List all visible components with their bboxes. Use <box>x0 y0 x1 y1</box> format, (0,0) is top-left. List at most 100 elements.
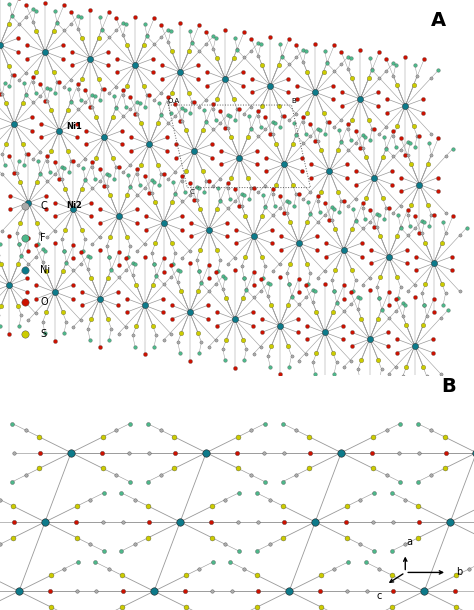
Point <box>249 321 256 331</box>
Point <box>221 25 229 35</box>
Point <box>16 218 24 228</box>
Point <box>354 304 362 314</box>
Point <box>202 39 210 49</box>
Point <box>368 124 376 134</box>
Point <box>238 201 246 211</box>
Point <box>374 355 382 365</box>
Point <box>150 13 158 23</box>
Point <box>0 89 6 99</box>
Point <box>53 18 61 28</box>
Point <box>176 266 184 276</box>
Point <box>429 348 437 357</box>
Point <box>14 260 22 270</box>
Point <box>118 139 126 149</box>
Point <box>276 370 283 379</box>
Point <box>311 87 319 97</box>
Point <box>411 292 419 302</box>
Point <box>272 139 280 149</box>
Point <box>13 228 20 237</box>
Point <box>323 59 331 68</box>
Point <box>217 106 224 115</box>
Point <box>33 26 40 36</box>
Point <box>379 152 387 162</box>
Point <box>159 307 166 317</box>
Point <box>266 539 274 549</box>
Point <box>0 250 1 260</box>
Point <box>435 133 442 143</box>
Point <box>373 221 381 231</box>
Point <box>217 255 224 265</box>
Point <box>5 61 12 71</box>
Point <box>115 260 122 270</box>
Point <box>218 146 225 156</box>
Point <box>365 74 373 84</box>
Point <box>143 90 151 100</box>
Point <box>86 495 94 504</box>
Point <box>96 12 103 22</box>
Point <box>397 133 404 143</box>
Point <box>199 125 207 135</box>
Point <box>390 131 397 141</box>
Point <box>254 602 261 610</box>
Point <box>266 81 274 90</box>
Point <box>33 280 40 290</box>
Point <box>392 306 400 316</box>
Point <box>366 334 374 344</box>
Point <box>288 291 295 301</box>
Point <box>208 586 215 596</box>
Point <box>349 286 357 296</box>
Point <box>362 558 369 567</box>
Point <box>128 146 135 156</box>
Point <box>314 273 321 283</box>
Point <box>393 334 401 344</box>
Point <box>77 247 84 257</box>
Point <box>13 168 20 178</box>
Point <box>230 95 237 104</box>
Point <box>60 609 68 610</box>
Point <box>155 181 163 190</box>
Point <box>254 159 261 169</box>
Point <box>370 546 378 556</box>
Point <box>6 280 13 290</box>
Point <box>249 307 256 317</box>
Point <box>29 17 37 27</box>
Point <box>168 301 175 310</box>
Point <box>123 81 130 91</box>
Point <box>22 89 30 99</box>
Point <box>248 87 256 97</box>
Point <box>25 315 32 325</box>
Point <box>292 470 300 480</box>
Point <box>347 135 355 145</box>
Point <box>222 293 230 303</box>
Point <box>42 267 50 276</box>
Point <box>247 425 255 435</box>
Point <box>266 279 274 289</box>
Point <box>420 300 428 309</box>
Point <box>260 448 267 458</box>
Point <box>263 166 270 176</box>
Point <box>112 104 120 113</box>
Point <box>60 26 68 35</box>
Point <box>113 54 121 63</box>
Point <box>95 74 102 84</box>
Text: B: B <box>292 98 296 104</box>
Point <box>309 298 317 307</box>
Point <box>337 196 345 206</box>
Point <box>463 223 471 232</box>
Point <box>442 151 449 161</box>
Point <box>36 432 43 442</box>
Point <box>140 40 147 49</box>
Point <box>366 53 374 63</box>
Point <box>321 267 328 276</box>
Point <box>250 183 257 193</box>
Point <box>369 464 377 473</box>
Point <box>243 285 250 295</box>
Point <box>149 321 157 331</box>
Point <box>293 81 301 90</box>
Point <box>465 564 473 573</box>
Point <box>259 190 267 200</box>
Point <box>383 54 390 64</box>
Point <box>420 300 428 309</box>
Point <box>266 32 274 41</box>
Point <box>262 124 269 134</box>
